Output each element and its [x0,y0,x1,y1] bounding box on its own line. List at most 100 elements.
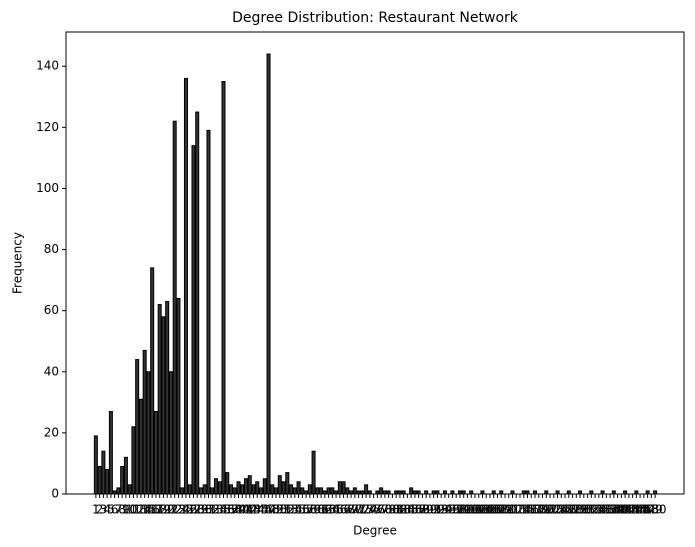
bar [352,487,357,495]
x-tick-label: 43 [246,503,261,517]
bar [202,484,207,495]
bar [228,484,233,495]
bar [168,371,173,495]
x-tick-label: 46 [257,503,272,517]
bar [157,304,162,495]
x-tick-label: 138 [599,503,622,517]
bar [315,487,320,495]
x-tick-label: 34 [212,503,227,517]
x-tick-label: 32 [205,503,220,517]
bar [281,481,286,495]
x-tick-label: 26 [182,503,197,517]
bar [120,466,125,495]
x-tick-label: 17 [148,503,163,517]
x-tick-label: 20 [160,503,175,517]
bar [262,478,267,495]
x-tick-label: 51 [276,503,291,517]
bar [161,316,166,495]
x-tick-label: 127 [557,503,580,517]
bar [244,478,249,495]
x-tick-label: 16 [145,503,160,517]
x-tick-label: 39 [231,503,246,517]
bar [172,120,177,495]
x-tick-label: 128 [561,503,584,517]
x-tick-label: 140 [606,503,629,517]
x-tick-label: 78 [377,503,392,517]
x-tick-label: 52 [280,503,295,517]
x-tick-label: 58 [302,503,317,517]
bar [277,475,282,495]
x-tick-label: 66 [332,503,347,517]
x-tick-label: 100 [456,503,479,517]
x-tick-label: 144 [621,503,644,517]
x-tick-label: 56 [295,503,310,517]
x-tick-label: 139 [602,503,625,517]
x-tick-label: 96 [445,503,460,517]
x-tick-label: 89 [419,503,434,517]
x-tick-label: 62 [317,503,332,517]
bar [165,301,170,495]
x-tick-label: 22 [167,503,182,517]
bar [131,426,136,495]
x-tick-label: 68 [340,503,355,517]
bar [240,484,245,495]
x-tick-label: 45 [253,503,268,517]
x-tick-label: 82 [392,503,407,517]
bar [232,487,237,495]
x-tick-label: 21 [163,503,178,517]
x-tick-label: 74 [362,503,377,517]
bar [296,481,301,495]
x-tick-label: 93 [434,503,449,517]
bar [210,487,215,495]
bar [138,398,143,495]
bar [150,267,155,495]
x-tick-label: 76 [370,503,385,517]
y-tick-label: 80 [44,242,59,256]
bar [274,487,279,495]
bar [176,297,181,495]
x-tick-label: 54 [287,503,302,517]
x-tick-label: 25 [178,503,193,517]
x-tick-label: 77 [373,503,388,517]
bar [217,481,222,495]
x-tick-label: 92 [430,503,445,517]
x-tick-label: 145 [625,503,648,517]
bar [285,472,290,495]
x-tick-label: 150 [644,503,667,517]
bar [266,53,271,495]
y-axis-label: Frequency [11,232,25,294]
x-tick-label: 59 [306,503,321,517]
bar [319,487,324,495]
x-tick-label: 83 [396,503,411,517]
x-tick-label: 30 [197,503,212,517]
x-tick-label: 105 [475,503,498,517]
bar [255,481,260,495]
bar [127,484,132,495]
x-tick-label: 122 [539,503,562,517]
x-tick-label: 129 [565,503,588,517]
x-tick-label: 80 [385,503,400,517]
x-tick-label: 38 [227,503,242,517]
x-tick-label: 113 [505,503,528,517]
bar [225,472,230,495]
x-tick-label: 6 [111,503,119,517]
chart-title: Degree Distribution: Restaurant Network [232,10,519,26]
bar [341,481,346,495]
x-tick-label: 4 [103,503,111,517]
x-tick-label: 12 [130,503,145,517]
x-tick-label: 47 [261,503,276,517]
bar [300,487,305,495]
x-tick-label: 60 [310,503,325,517]
x-tick-label: 41 [238,503,253,517]
x-tick-label: 85 [404,503,419,517]
x-tick-label: 42 [242,503,257,517]
bar [105,469,110,495]
bar [379,487,384,495]
x-tick-label: 116 [516,503,539,517]
x-tick-label: 101 [460,503,483,517]
x-tick-label: 33 [208,503,223,517]
bar [292,487,297,495]
bar [213,478,218,495]
x-tick-label: 126 [554,503,577,517]
x-tick-label: 10 [122,503,137,517]
